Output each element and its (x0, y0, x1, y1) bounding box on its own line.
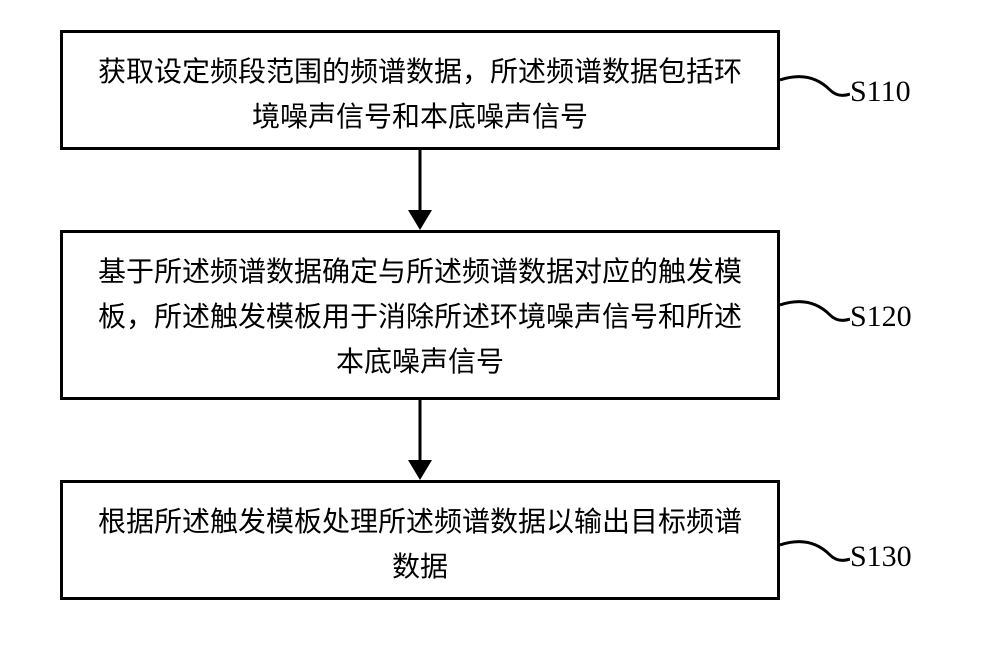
arrow-line (419, 150, 422, 212)
connector-s130 (780, 535, 850, 575)
flow-node-s130: 根据所述触发模板处理所述频谱数据以输出目标频谱数据 (60, 480, 780, 600)
arrow-head-icon (408, 460, 432, 480)
connector-s110 (780, 70, 850, 110)
step-label-s120: S120 (850, 300, 912, 334)
arrow-s110-s120 (60, 150, 780, 230)
flow-node-s120: 基于所述频谱数据确定与所述频谱数据对应的触发模板，所述触发模板用于消除所述环境噪… (60, 230, 780, 400)
flow-node-s110: 获取设定频段范围的频谱数据，所述频谱数据包括环境噪声信号和本底噪声信号 (60, 30, 780, 150)
flow-node-text: 基于所述频谱数据确定与所述频谱数据对应的触发模板，所述触发模板用于消除所述环境噪… (98, 257, 742, 378)
step-label-s110: S110 (850, 75, 911, 109)
arrow-s120-s130 (60, 400, 780, 480)
label-text: S110 (850, 75, 911, 108)
label-text: S130 (850, 540, 912, 573)
connector-s120 (780, 295, 850, 335)
flow-node-text: 根据所述触发模板处理所述频谱数据以输出目标频谱数据 (98, 507, 742, 583)
flow-node-text: 获取设定频段范围的频谱数据，所述频谱数据包括环境噪声信号和本底噪声信号 (98, 57, 742, 133)
step-label-s130: S130 (850, 540, 912, 574)
arrow-head-icon (408, 210, 432, 230)
label-text: S120 (850, 300, 912, 333)
arrow-line (419, 400, 422, 462)
